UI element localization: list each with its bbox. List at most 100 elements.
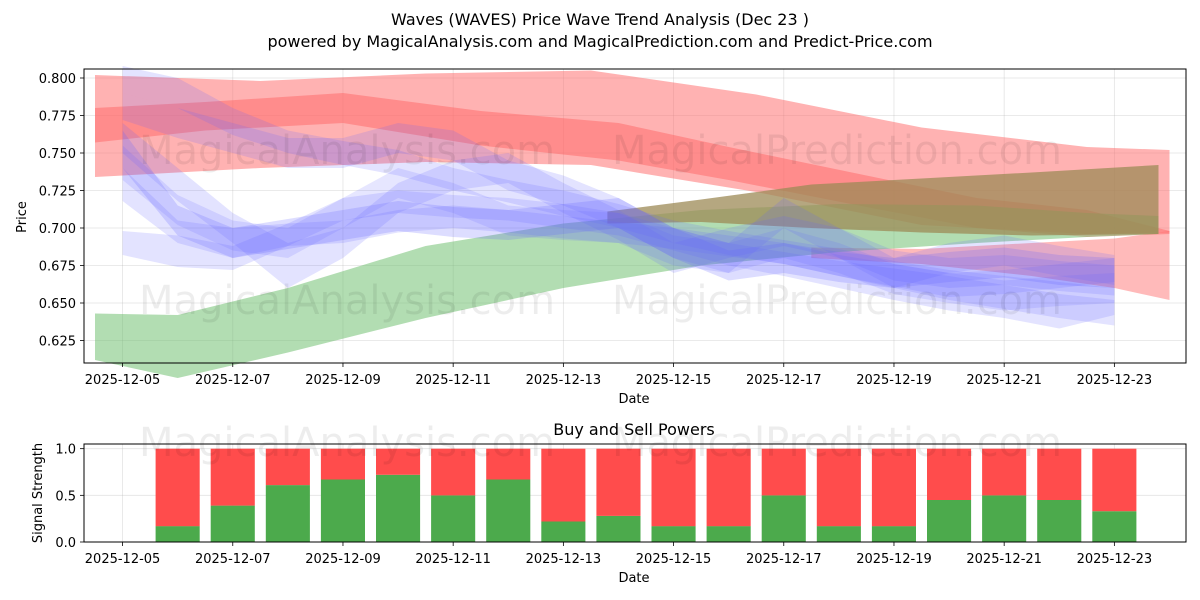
sell-bar	[265, 448, 310, 486]
price-watermarks: MagicalAnalysis.com MagicalPrediction.co…	[139, 128, 1062, 324]
sell-bar	[486, 448, 531, 480]
power-y-tick-label: 1.0	[55, 443, 76, 458]
main-title-line1: Waves (WAVES) Price Wave Trend Analysis …	[391, 10, 809, 29]
sell-bar	[541, 448, 586, 522]
price-y-tick-label: 0.700	[39, 222, 76, 237]
buy-bar	[1037, 500, 1082, 542]
price-y-tick-label: 0.725	[39, 185, 76, 200]
buy-bar	[651, 526, 696, 542]
buy-bar	[320, 479, 365, 542]
price-x-tick-label: 2025-12-13	[526, 373, 602, 388]
price-y-tick-label: 0.750	[39, 147, 76, 162]
sell-bar	[982, 448, 1027, 496]
price-band-blue-9	[122, 93, 1115, 288]
price-plot-frame	[83, 68, 1187, 364]
watermark-prediction-upper: MagicalPrediction.com	[612, 128, 1062, 174]
sell-bar	[761, 448, 806, 496]
power-x-tick-label: 2025-12-05	[85, 552, 161, 567]
sell-bar	[927, 448, 972, 500]
power-bars	[155, 448, 1137, 542]
price-y-tick-label: 0.775	[39, 110, 76, 125]
sell-bar	[376, 448, 421, 475]
watermark-analysis-bottom: MagicalAnalysis.com	[139, 420, 555, 466]
watermark-prediction-lower: MagicalPrediction.com	[612, 278, 1062, 324]
buy-bar	[265, 485, 310, 542]
price-x-tick-label: 2025-12-11	[415, 373, 491, 388]
sell-bar	[431, 448, 476, 496]
power-x-tick-label: 2025-12-21	[966, 552, 1042, 567]
price-band-blue-6	[122, 168, 1115, 297]
price-x-tick-label: 2025-12-07	[195, 373, 271, 388]
power-x-tick-label: 2025-12-07	[195, 552, 271, 567]
power-watermarks: MagicalAnalysis.com MagicalPrediction.co…	[139, 420, 1062, 466]
buy-bar	[871, 526, 916, 542]
watermark-analysis-lower: MagicalAnalysis.com	[139, 278, 555, 324]
price-band-blue-8	[122, 190, 1115, 329]
buy-bar	[982, 495, 1027, 542]
power-plot-frame	[83, 443, 1187, 543]
price-band-blue-10	[122, 130, 1115, 288]
price-x-tick-label: 2025-12-21	[966, 373, 1042, 388]
price-y-axis-label: Price	[15, 201, 30, 233]
price-x-tick-label: 2025-12-09	[305, 373, 381, 388]
price-x-tick-label: 2025-12-23	[1077, 373, 1153, 388]
main-title-line2: powered by MagicalAnalysis.com and Magic…	[267, 32, 932, 51]
power-x-tick-label: 2025-12-15	[636, 552, 712, 567]
sell-bar	[871, 448, 916, 527]
price-band-blue-11	[122, 145, 1115, 311]
price-band-blue-5	[122, 66, 1115, 326]
power-chart-title: Buy and Sell Powers	[553, 420, 715, 439]
price-band-blue-7	[122, 123, 1115, 296]
buy-bar	[1092, 511, 1137, 542]
watermark-prediction-bottom: MagicalPrediction.com	[612, 420, 1062, 466]
sell-bar	[816, 448, 861, 527]
power-chart: Buy and Sell Powers MagicalAnalysis.com …	[31, 420, 1187, 586]
price-y-tick-label: 0.800	[39, 72, 76, 87]
power-x-axis-label: Date	[618, 571, 649, 586]
price-x-tick-label: 2025-12-15	[636, 373, 712, 388]
price-x-tick-label: 2025-12-05	[85, 373, 161, 388]
power-x-tick-label: 2025-12-23	[1077, 552, 1153, 567]
price-x-axis-label: Date	[618, 392, 649, 407]
price-y-tick-label: 0.625	[39, 335, 76, 350]
price-x-tick-label: 2025-12-19	[856, 373, 932, 388]
sell-bar	[706, 448, 751, 527]
power-x-tick-label: 2025-12-13	[526, 552, 602, 567]
power-x-tick-label: 2025-12-19	[856, 552, 932, 567]
price-ticks: 2025-12-05 2025-12-07 2025-12-09 2025-12-11…	[39, 72, 1152, 388]
power-y-axis-label: Signal Strength	[31, 443, 46, 543]
price-y-tick-label: 0.675	[39, 260, 76, 275]
buy-bar	[155, 526, 200, 542]
power-ticks: 2025-12-05 2025-12-07 2025-12-09 2025-12-11…	[55, 443, 1152, 567]
sell-bar	[155, 448, 200, 527]
power-y-tick-label: 0.5	[55, 489, 76, 504]
price-y-tick-label: 0.650	[39, 297, 76, 312]
price-band-red-2	[811, 231, 1170, 300]
buy-bar	[706, 526, 751, 542]
buy-bar	[927, 500, 972, 542]
buy-bar	[486, 479, 531, 542]
sell-bar	[210, 448, 255, 506]
buy-bar	[596, 515, 641, 542]
buy-bar	[761, 495, 806, 542]
sell-bar	[651, 448, 696, 527]
price-band-green-3	[95, 204, 1159, 378]
buy-bar	[210, 505, 255, 542]
price-band-olive-4	[607, 165, 1159, 236]
buy-bar	[376, 474, 421, 542]
watermark-analysis-upper: MagicalAnalysis.com	[139, 128, 555, 174]
price-bands	[95, 66, 1170, 378]
sell-bar	[320, 448, 365, 480]
power-x-tick-label: 2025-12-09	[305, 552, 381, 567]
power-x-tick-label: 2025-12-11	[415, 552, 491, 567]
price-x-tick-label: 2025-12-17	[746, 373, 822, 388]
buy-bar	[431, 495, 476, 542]
power-y-tick-label: 0.0	[55, 536, 76, 551]
power-x-tick-label: 2025-12-17	[746, 552, 822, 567]
price-chart: MagicalAnalysis.com MagicalPrediction.co…	[15, 66, 1187, 407]
buy-bar	[541, 521, 586, 542]
buy-bar	[816, 526, 861, 542]
sell-bar	[1092, 448, 1137, 512]
sell-bar	[1037, 448, 1082, 500]
